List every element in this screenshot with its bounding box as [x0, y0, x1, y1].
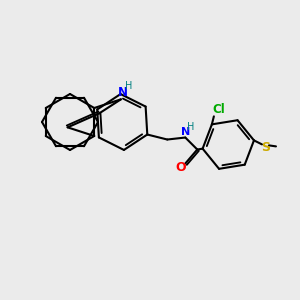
Text: N: N — [118, 86, 128, 99]
Text: N: N — [181, 127, 190, 136]
Text: H: H — [187, 122, 194, 131]
Text: Cl: Cl — [212, 103, 225, 116]
Text: S: S — [262, 141, 271, 154]
Text: O: O — [175, 161, 186, 174]
Text: H: H — [125, 81, 133, 91]
